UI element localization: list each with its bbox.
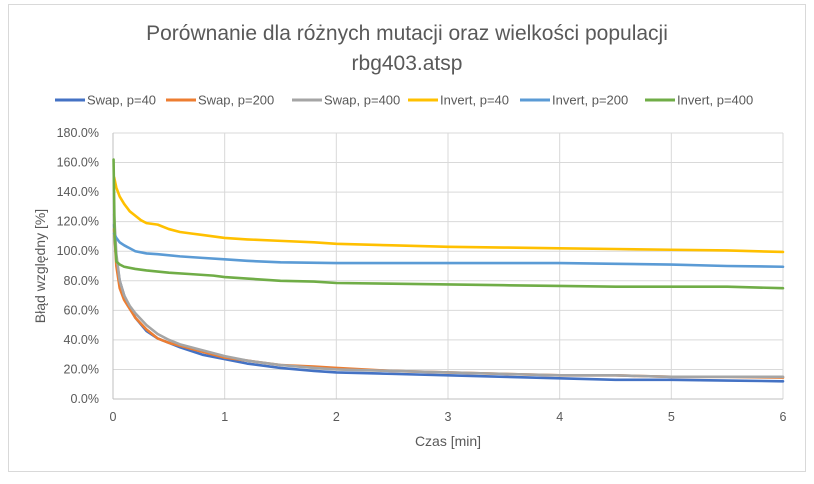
x-tick-label: 2 bbox=[333, 410, 340, 424]
chart-subtitle: rbg403.atsp bbox=[352, 52, 463, 75]
y-tick-labels: 0.0% 20.0% 40.0% 60.0% 80.0% 100.0% 120.0% 140.… bbox=[57, 126, 99, 406]
x-axis-title: Czas [min] bbox=[415, 433, 481, 449]
chart-title: Porównanie dla różnych mutacji oraz wiel… bbox=[146, 22, 668, 45]
legend-label: Swap, p=40 bbox=[87, 93, 156, 108]
y-tick-label: 120.0% bbox=[57, 215, 99, 229]
y-tick-label: 0.0% bbox=[71, 392, 100, 406]
y-tick-label: 160.0% bbox=[57, 156, 99, 170]
gridlines bbox=[113, 132, 784, 399]
x-tick-label: 4 bbox=[556, 410, 563, 424]
y-axis-title: Błąd względny [%] bbox=[32, 209, 48, 323]
x-tick-label: 0 bbox=[110, 410, 117, 424]
series-line-3 bbox=[112, 212, 785, 379]
series-line-6 bbox=[112, 158, 785, 290]
y-tick-label: 20.0% bbox=[64, 362, 99, 376]
chart-frame bbox=[8, 4, 806, 472]
x-tick-label: 5 bbox=[668, 410, 675, 424]
series-line-1 bbox=[112, 223, 785, 383]
x-tick-label: 6 bbox=[780, 410, 787, 424]
y-tick-label: 180.0% bbox=[57, 126, 99, 140]
legend-label: Swap, p=400 bbox=[324, 93, 400, 108]
series-line-5 bbox=[112, 232, 785, 269]
y-tick-label: 80.0% bbox=[64, 274, 99, 288]
legend-label: Invert, p=400 bbox=[677, 93, 753, 108]
legend-label: Invert, p=40 bbox=[440, 93, 509, 108]
legend: Swap, p=40 Swap, p=200 Swap, p=400 Invert, … bbox=[55, 93, 753, 108]
legend-label: Invert, p=200 bbox=[552, 93, 628, 108]
series-group bbox=[112, 158, 785, 383]
y-tick-label: 40.0% bbox=[64, 333, 99, 347]
series-line-4 bbox=[112, 176, 785, 254]
x-tick-label: 1 bbox=[221, 410, 228, 424]
x-tick-label: 3 bbox=[445, 410, 452, 424]
x-tick-labels: 0 1 2 3 4 5 6 bbox=[110, 410, 787, 424]
legend-label: Swap, p=200 bbox=[198, 93, 274, 108]
y-tick-label: 140.0% bbox=[57, 185, 99, 199]
y-tick-label: 60.0% bbox=[64, 303, 99, 317]
y-tick-label: 100.0% bbox=[57, 244, 99, 258]
